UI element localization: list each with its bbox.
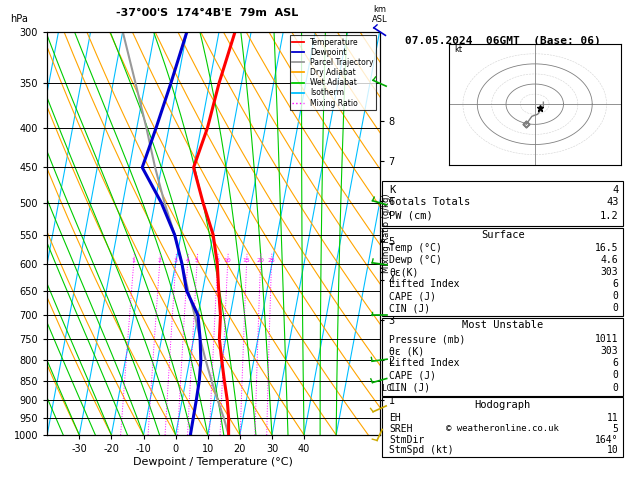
Text: hPa: hPa (10, 14, 28, 23)
Text: 10: 10 (607, 446, 618, 455)
Text: 20: 20 (257, 258, 264, 262)
Text: Temp (°C): Temp (°C) (389, 243, 442, 253)
Text: StmSpd (kt): StmSpd (kt) (389, 446, 454, 455)
Text: EH: EH (389, 413, 401, 423)
Text: 1.2: 1.2 (599, 211, 618, 221)
Text: 15: 15 (243, 258, 250, 262)
Text: LCL: LCL (380, 384, 396, 393)
Text: Pressure (mb): Pressure (mb) (389, 334, 466, 344)
Text: 6: 6 (613, 358, 618, 368)
Text: CIN (J): CIN (J) (389, 382, 431, 393)
Text: Lifted Index: Lifted Index (389, 279, 460, 289)
Text: Surface: Surface (481, 230, 525, 240)
Text: 4: 4 (186, 258, 189, 262)
Text: Lifted Index: Lifted Index (389, 358, 460, 368)
Text: 164°: 164° (595, 434, 618, 445)
Text: 11: 11 (607, 413, 618, 423)
Text: Dewp (°C): Dewp (°C) (389, 255, 442, 265)
Text: θε(K): θε(K) (389, 267, 419, 277)
Text: 5: 5 (195, 258, 199, 262)
X-axis label: Dewpoint / Temperature (°C): Dewpoint / Temperature (°C) (133, 457, 293, 467)
Text: 8: 8 (216, 258, 220, 262)
Text: 303: 303 (601, 346, 618, 356)
Text: 303: 303 (601, 267, 618, 277)
Legend: Temperature, Dewpoint, Parcel Trajectory, Dry Adiabat, Wet Adiabat, Isotherm, Mi: Temperature, Dewpoint, Parcel Trajectory… (290, 35, 376, 110)
Text: 4: 4 (612, 185, 618, 195)
Bar (382, 398, 623, 457)
Text: Most Unstable: Most Unstable (462, 320, 543, 330)
Text: 0: 0 (613, 303, 618, 313)
Bar (382, 181, 623, 226)
Text: 1011: 1011 (595, 334, 618, 344)
Text: CAPE (J): CAPE (J) (389, 292, 437, 301)
Bar (382, 227, 623, 316)
Text: kt: kt (454, 45, 462, 54)
Text: 6: 6 (613, 279, 618, 289)
Text: PW (cm): PW (cm) (389, 211, 433, 221)
Text: 43: 43 (606, 197, 618, 207)
Text: 07.05.2024  06GMT  (Base: 06): 07.05.2024 06GMT (Base: 06) (405, 35, 601, 46)
Bar (382, 318, 623, 396)
Text: km
ASL: km ASL (372, 5, 387, 23)
Text: 0: 0 (613, 292, 618, 301)
Text: 3: 3 (174, 258, 178, 262)
Text: 2: 2 (158, 258, 162, 262)
Text: CIN (J): CIN (J) (389, 303, 431, 313)
Text: 10: 10 (224, 258, 231, 262)
Text: θε (K): θε (K) (389, 346, 425, 356)
Text: 4.6: 4.6 (601, 255, 618, 265)
Text: SREH: SREH (389, 424, 413, 434)
Text: 16.5: 16.5 (595, 243, 618, 253)
Text: CAPE (J): CAPE (J) (389, 370, 437, 381)
Text: K: K (389, 185, 396, 195)
Text: Mixing Ratio (g/kg): Mixing Ratio (g/kg) (382, 193, 391, 273)
Text: StmDir: StmDir (389, 434, 425, 445)
Text: 1: 1 (131, 258, 136, 262)
Text: 0: 0 (613, 370, 618, 381)
Text: -37°00'S  174°4B'E  79m  ASL: -37°00'S 174°4B'E 79m ASL (116, 8, 299, 18)
Text: 25: 25 (267, 258, 276, 262)
Text: 0: 0 (613, 382, 618, 393)
Text: 5: 5 (613, 424, 618, 434)
Text: Totals Totals: Totals Totals (389, 197, 470, 207)
Text: Hodograph: Hodograph (475, 400, 531, 410)
Text: © weatheronline.co.uk: © weatheronline.co.uk (447, 424, 559, 434)
